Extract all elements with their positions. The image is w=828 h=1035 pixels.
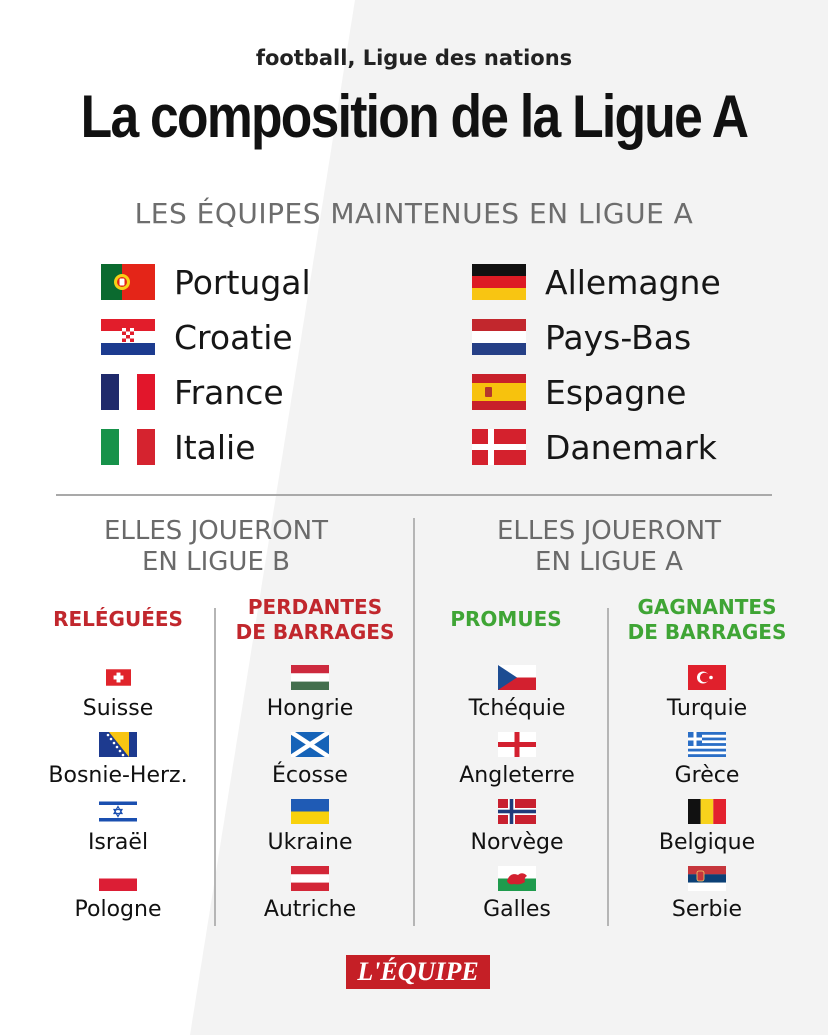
ligue-b-heading-line1: ELLES JOUERONT xyxy=(103,516,329,546)
team-portugal: Portugal xyxy=(101,260,311,304)
team-norway: Norvège xyxy=(424,799,610,855)
team-england: Angleterre xyxy=(424,732,610,788)
team-name: Grèce xyxy=(674,763,740,788)
team-hungary: Hongrie xyxy=(217,665,403,721)
team-name: Norvège xyxy=(470,830,564,855)
team-name: Galles xyxy=(483,897,551,922)
spain-flag-icon xyxy=(472,374,526,410)
czechia-flag-icon xyxy=(498,665,536,690)
germany-flag-icon xyxy=(472,264,526,300)
playoff-winners-label-line1: GAGNANTES xyxy=(637,595,777,619)
team-austria: Autriche xyxy=(217,866,403,922)
team-switzerland: Suisse xyxy=(25,665,211,721)
team-name: Angleterre xyxy=(459,763,575,788)
team-germany: Allemagne xyxy=(472,260,721,304)
netherlands-flag-icon xyxy=(472,319,526,355)
team-netherlands: Pays-Bas xyxy=(472,315,691,359)
team-name: Italie xyxy=(174,427,256,467)
team-turkey: Turquie xyxy=(614,665,800,721)
team-france: France xyxy=(101,370,284,414)
team-name: Autriche xyxy=(263,897,357,922)
bosnia-flag-icon xyxy=(99,732,137,757)
ukraine-flag-icon xyxy=(291,799,329,824)
belgium-flag-icon xyxy=(688,799,726,824)
team-name: Serbie xyxy=(671,897,743,922)
team-name: Bosnie-Herz. xyxy=(48,763,188,788)
team-denmark: Danemark xyxy=(472,425,717,469)
denmark-flag-icon xyxy=(472,429,526,465)
ligue-b-heading-line2: EN LIGUE B xyxy=(141,547,290,577)
serbia-flag-icon xyxy=(688,866,726,891)
team-name: France xyxy=(174,372,284,412)
horizontal-divider xyxy=(56,494,772,496)
team-name: Hongrie xyxy=(266,696,354,721)
team-czechia: Tchéquie xyxy=(424,665,610,721)
team-name: Portugal xyxy=(174,262,311,302)
switzerland-flag-icon xyxy=(105,669,131,686)
italy-flag-icon xyxy=(101,429,155,465)
lequipe-logo: L'ÉQUIPE xyxy=(346,955,490,989)
playoff-losers-label: PERDANTES DE BARRAGES xyxy=(218,595,412,645)
team-name: Allemagne xyxy=(545,262,721,302)
team-name: Suisse xyxy=(82,696,154,721)
team-wales: Galles xyxy=(424,866,610,922)
israel-flag-icon xyxy=(99,799,137,824)
team-bosnia: Bosnie-Herz. xyxy=(25,732,211,788)
france-flag-icon xyxy=(101,374,155,410)
team-israel: Israël xyxy=(25,799,211,855)
team-name: Espagne xyxy=(545,372,687,412)
ligue-a-heading-line2: EN LIGUE A xyxy=(535,547,683,577)
team-scotland: Écosse xyxy=(217,732,403,788)
relegated-label: RELÉGUÉES xyxy=(53,607,183,631)
logo-text: L'ÉQUIPE xyxy=(357,957,479,986)
ligue-b-heading: ELLES JOUERONT EN LIGUE B xyxy=(16,516,416,578)
team-spain: Espagne xyxy=(472,370,686,414)
playoff-winners-label: GAGNANTES DE BARRAGES xyxy=(610,595,804,645)
team-italy: Italie xyxy=(101,425,256,469)
turkey-flag-icon xyxy=(688,665,726,690)
team-name: Pologne xyxy=(74,897,162,922)
wales-flag-icon xyxy=(498,866,536,891)
team-name: Israël xyxy=(87,830,149,855)
team-greece: Grèce xyxy=(614,732,800,788)
team-croatia: Croatie xyxy=(101,315,293,359)
team-name: Turquie xyxy=(666,696,748,721)
england-flag-icon xyxy=(498,732,536,757)
team-name: Croatie xyxy=(174,317,293,357)
team-name: Belgique xyxy=(658,830,756,855)
team-belgium: Belgique xyxy=(614,799,800,855)
main-vertical-divider xyxy=(413,518,415,926)
team-poland: Pologne xyxy=(25,866,211,922)
team-name: Pays-Bas xyxy=(545,317,692,357)
poland-flag-icon xyxy=(99,866,137,891)
hungary-flag-icon xyxy=(291,665,329,690)
maintained-heading: LES ÉQUIPES MAINTENUES EN LIGUE A xyxy=(134,197,694,230)
ligue-a-vertical-divider xyxy=(607,608,609,926)
playoff-losers-label-line2: DE BARRAGES xyxy=(235,620,395,644)
kicker: football, Ligue des nations xyxy=(255,46,573,70)
team-serbia: Serbie xyxy=(614,866,800,922)
playoff-losers-label-line1: PERDANTES xyxy=(247,595,383,619)
ligue-b-vertical-divider xyxy=(214,608,216,926)
scotland-flag-icon xyxy=(291,732,329,757)
playoff-winners-label-line2: DE BARRAGES xyxy=(627,620,787,644)
greece-flag-icon xyxy=(688,732,726,757)
ligue-a-heading-line1: ELLES JOUERONT xyxy=(496,516,722,546)
portugal-flag-icon xyxy=(101,264,155,300)
norway-flag-icon xyxy=(498,799,536,824)
team-name: Tchéquie xyxy=(468,696,566,721)
team-name: Danemark xyxy=(545,427,717,467)
ligue-a-heading: ELLES JOUERONT EN LIGUE A xyxy=(409,516,809,578)
promoted-label: PROMUES xyxy=(450,607,562,631)
team-ukraine: Ukraine xyxy=(217,799,403,855)
croatia-flag-icon xyxy=(101,319,155,355)
page-title: La composition de la Ligue A xyxy=(80,83,749,150)
austria-flag-icon xyxy=(291,866,329,891)
team-name: Écosse xyxy=(272,763,348,788)
team-name: Ukraine xyxy=(267,830,353,855)
